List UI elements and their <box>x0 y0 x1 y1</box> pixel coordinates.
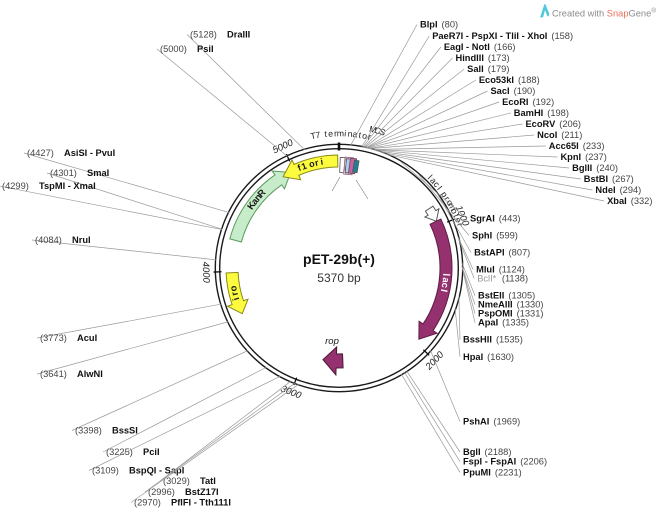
svg-text:ApaI: ApaI <box>478 318 498 328</box>
svg-text:PpuMI: PpuMI <box>463 467 491 477</box>
svg-text:(807): (807) <box>509 248 531 258</box>
svg-text:(599): (599) <box>496 231 518 241</box>
svg-text:BstBI: BstBI <box>584 174 608 184</box>
svg-text:(3398): (3398) <box>75 426 102 436</box>
svg-text:(1335): (1335) <box>502 318 529 328</box>
svg-text:(4427): (4427) <box>27 148 54 158</box>
svg-text:(1969): (1969) <box>493 417 520 427</box>
svg-text:BglI: BglI <box>463 447 481 457</box>
svg-text:HpaI: HpaI <box>463 352 483 362</box>
svg-text:(2206): (2206) <box>520 457 547 467</box>
svg-text:Acc65I: Acc65I <box>549 141 579 151</box>
svg-text:PsiI: PsiI <box>197 44 214 54</box>
svg-text:(267): (267) <box>612 174 634 184</box>
svg-text:4000: 4000 <box>200 262 212 284</box>
svg-text:XbaI: XbaI <box>607 196 627 206</box>
svg-text:(2970): (2970) <box>134 498 161 508</box>
svg-text:(332): (332) <box>631 196 653 206</box>
svg-text:pET-29b(+): pET-29b(+) <box>303 251 375 267</box>
svg-text:PshAI: PshAI <box>463 417 489 427</box>
svg-text:SacI: SacI <box>490 86 509 96</box>
svg-text:SgrAI: SgrAI <box>470 214 495 224</box>
svg-text:(173): (173) <box>488 53 510 63</box>
svg-text:DraIII: DraIII <box>227 30 250 40</box>
svg-text:(5128): (5128) <box>190 30 217 40</box>
svg-text:AcuI: AcuI <box>77 333 97 343</box>
svg-text:BamHI: BamHI <box>514 108 543 118</box>
svg-text:(294): (294) <box>620 185 642 195</box>
svg-text:e: e <box>328 128 334 138</box>
svg-text:SmaI: SmaI <box>87 168 109 178</box>
svg-text:(2188): (2188) <box>485 447 512 457</box>
svg-text:TatI: TatI <box>200 476 216 486</box>
svg-text:AlwNI: AlwNI <box>77 369 103 379</box>
svg-text:(190): (190) <box>514 86 536 96</box>
svg-text:BglII: BglII <box>572 163 592 173</box>
svg-text:(192): (192) <box>533 97 555 107</box>
svg-text:Created with SnapGene®: Created with SnapGene® <box>552 7 656 19</box>
svg-text:i: i <box>344 128 346 138</box>
svg-text:KpnI: KpnI <box>560 152 581 162</box>
svg-text:(198): (198) <box>547 108 569 118</box>
svg-text:TspMI - XmaI: TspMI - XmaI <box>39 181 96 191</box>
svg-text:PciI: PciI <box>143 447 160 457</box>
svg-text:(4301): (4301) <box>50 168 77 178</box>
svg-text:BstAPI: BstAPI <box>474 248 504 258</box>
svg-text:(3773): (3773) <box>40 333 67 343</box>
svg-text:(1630): (1630) <box>487 352 514 362</box>
svg-text:FspI - FspAI: FspI - FspAI <box>463 457 516 467</box>
svg-text:NruI: NruI <box>72 235 91 245</box>
svg-text:SphI: SphI <box>472 231 492 241</box>
svg-text:3000: 3000 <box>279 384 303 402</box>
svg-text:(1535): (1535) <box>496 335 523 345</box>
svg-text:SalI: SalI <box>467 64 484 74</box>
svg-text:(166): (166) <box>494 42 516 52</box>
svg-text:PflFI - Tth111I: PflFI - Tth111I <box>171 498 231 508</box>
svg-text:(206): (206) <box>559 119 581 129</box>
svg-text:(211): (211) <box>561 130 582 140</box>
svg-text:(2996): (2996) <box>148 487 175 497</box>
svg-text:NdeI: NdeI <box>595 185 615 195</box>
svg-text:(443): (443) <box>499 214 521 224</box>
svg-text:NcoI: NcoI <box>537 130 557 140</box>
svg-text:Eco53kI: Eco53kI <box>479 75 514 85</box>
svg-text:(4299): (4299) <box>2 181 29 191</box>
svg-text:rop: rop <box>325 336 339 347</box>
svg-text:(188): (188) <box>518 75 540 85</box>
svg-text:EcoRV: EcoRV <box>525 119 556 129</box>
svg-text:BclI*: BclI* <box>477 274 496 284</box>
svg-text:PaeR7I - PspXI - TliI - XhoI: PaeR7I - PspXI - TliI - XhoI <box>432 31 547 41</box>
svg-text:5370 bp: 5370 bp <box>317 271 361 285</box>
svg-text:BssSI: BssSI <box>112 426 138 436</box>
svg-text:7: 7 <box>315 130 322 141</box>
svg-text:BlpI: BlpI <box>420 20 438 30</box>
svg-text:(179): (179) <box>488 64 510 74</box>
svg-text:(240): (240) <box>596 163 618 173</box>
svg-text:HindIII: HindIII <box>456 53 484 63</box>
svg-text:(3109): (3109) <box>92 466 119 476</box>
svg-text:BssHII: BssHII <box>463 335 492 345</box>
svg-text:(158): (158) <box>551 31 573 41</box>
svg-text:BstZ17I: BstZ17I <box>185 487 219 497</box>
svg-text:(80): (80) <box>442 20 459 30</box>
svg-text:(2231): (2231) <box>495 467 522 477</box>
svg-text:AsiSI - PvuI: AsiSI - PvuI <box>64 148 115 158</box>
svg-text:(233): (233) <box>583 141 605 151</box>
svg-text:EagI - NotI: EagI - NotI <box>444 42 490 52</box>
svg-text:(5000): (5000) <box>160 44 187 54</box>
svg-text:(3641): (3641) <box>40 369 67 379</box>
svg-text:EcoRI: EcoRI <box>502 97 528 107</box>
svg-text:(4084): (4084) <box>35 235 62 245</box>
svg-text:(237): (237) <box>585 152 607 162</box>
svg-text:(1138): (1138) <box>502 274 528 284</box>
svg-text:m: m <box>337 128 344 138</box>
